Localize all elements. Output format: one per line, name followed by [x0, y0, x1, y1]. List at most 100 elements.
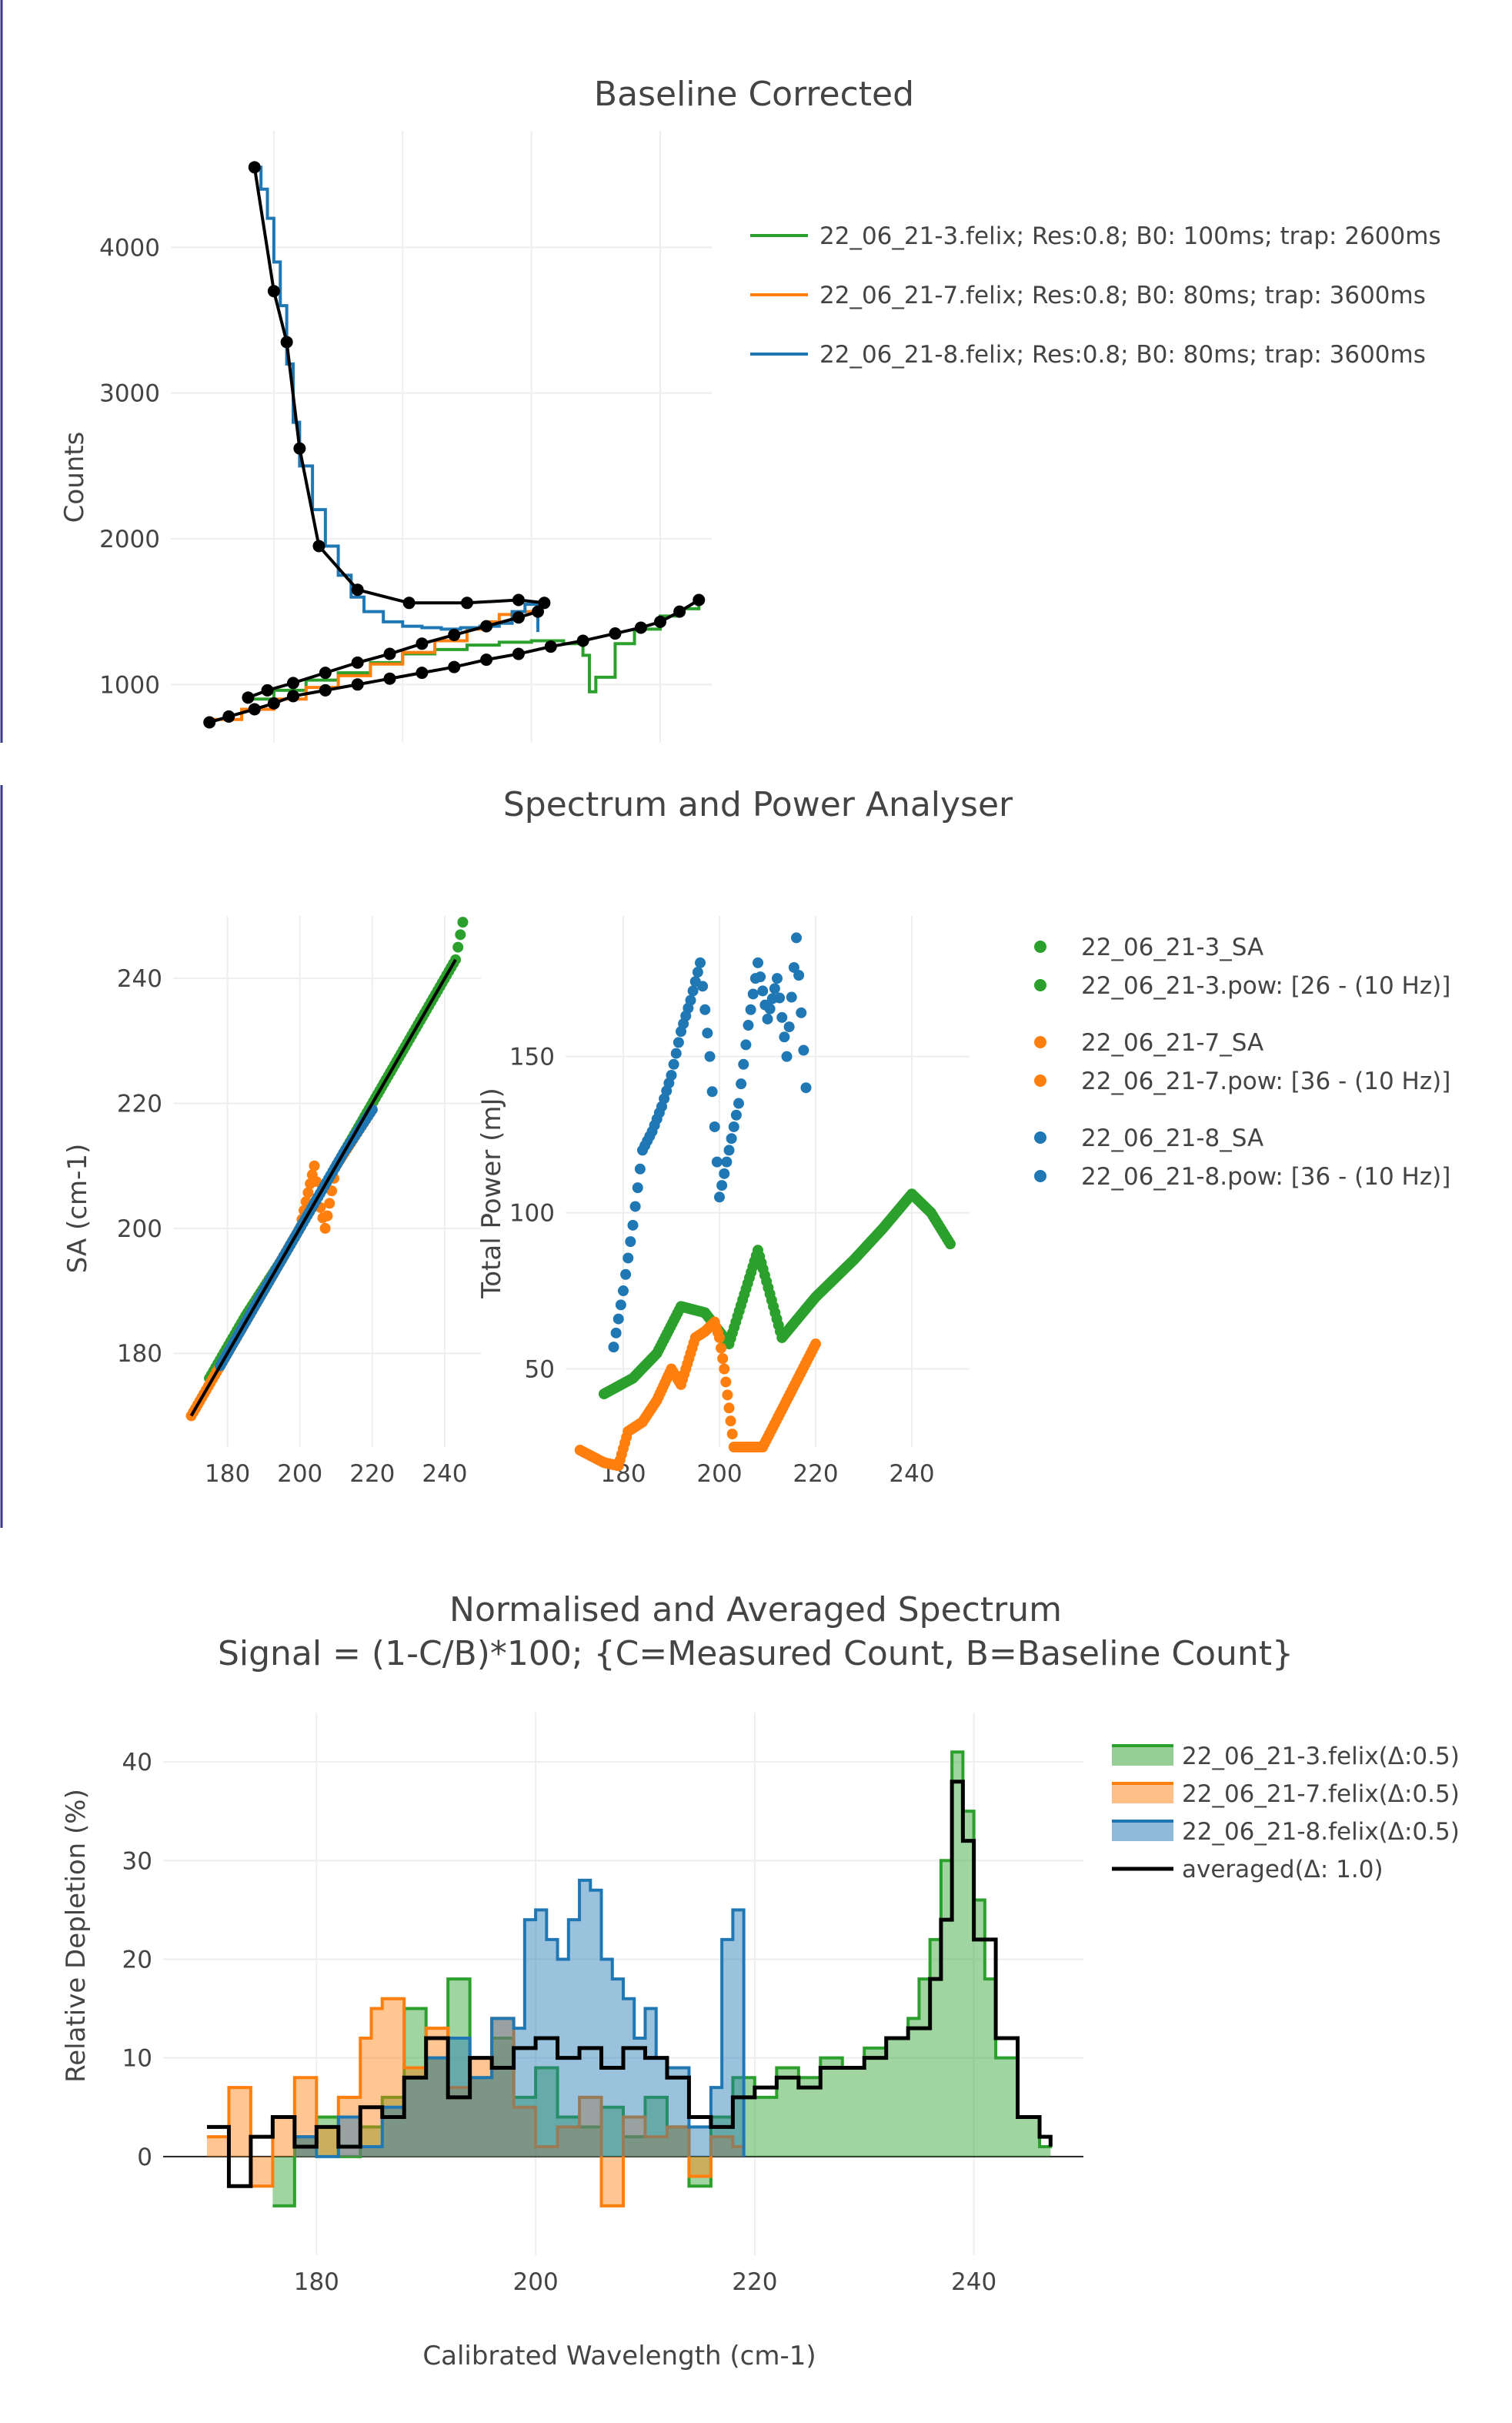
sa-point [457, 917, 469, 928]
sa-point [310, 1176, 322, 1187]
power-point [774, 992, 786, 1004]
x-tick-label: 180 [205, 1460, 250, 1488]
sa-panel-y-label: SA (cm-1) [62, 1144, 93, 1274]
legend-marker [1034, 1131, 1046, 1144]
power-point [726, 1429, 738, 1440]
baseline-point [480, 653, 493, 667]
power-panel-y-label: Total Power (mJ) [476, 1088, 507, 1299]
power-analyser-legend[interactable]: 22_06_21-3_SA 22_06_21-3.pow: [26 - (10 H… [1034, 934, 1450, 1191]
power-point [793, 970, 805, 981]
baseline-chart-y-label: Counts [59, 432, 90, 523]
baseline-point [351, 678, 364, 691]
power-point [757, 985, 769, 997]
power-point [776, 1011, 788, 1023]
power-point [764, 1003, 776, 1014]
y-tick-label: 240 [117, 965, 162, 993]
power-point [755, 971, 766, 983]
baseline-chart-legend[interactable]: 22_06_21-3.felix; Res:0.8; B0: 100ms; tr… [750, 222, 1441, 369]
y-tick-label: 100 [509, 1200, 555, 1228]
sa-point [309, 1160, 320, 1171]
baseline-point [312, 540, 325, 553]
power-point [629, 1201, 641, 1212]
baseline-point [383, 647, 396, 660]
power-point [745, 1004, 756, 1015]
power-point [717, 1353, 729, 1364]
power-point [783, 1021, 795, 1033]
sa-point [455, 929, 466, 941]
sa-point [452, 941, 464, 953]
legend-label: 22_06_21-3.felix; Res:0.8; B0: 100ms; tr… [819, 222, 1441, 250]
averaged-line [206, 1780, 1053, 2188]
x-tick-label: 220 [793, 1460, 838, 1488]
y-tick-label: 1000 [99, 671, 160, 699]
power-point [788, 961, 799, 973]
power-point [699, 1004, 711, 1015]
averaged-spectrum-series [206, 1750, 1053, 2207]
power-point [723, 1145, 735, 1156]
baseline-point [480, 620, 493, 633]
power-point [728, 1121, 739, 1132]
baseline-point [532, 605, 545, 618]
power-point [692, 967, 703, 978]
baseline-point [319, 667, 332, 680]
power-point [622, 1252, 634, 1264]
averaged-spectrum-legend[interactable]: 22_06_21-3.felix(Δ:0.5) 22_06_21-7.felix(… [1112, 1743, 1460, 1883]
baseline-point [448, 628, 461, 641]
baseline-point [673, 605, 686, 618]
power-point [714, 1332, 725, 1343]
power-point [730, 1109, 742, 1121]
baseline-point [544, 640, 557, 653]
y-tick-label: 3000 [99, 380, 160, 408]
y-tick-label: 10 [122, 2045, 152, 2073]
legend-label: 22_06_21-7.felix; Res:0.8; B0: 80ms; tra… [819, 282, 1426, 309]
y-tick-label: 50 [525, 1356, 555, 1384]
baseline-point [287, 677, 300, 690]
x-tick-label: 200 [513, 2268, 559, 2296]
baseline-point [242, 691, 255, 704]
baseline-point [512, 611, 525, 624]
power-point [704, 1051, 716, 1062]
power-point [714, 1191, 725, 1203]
power-point [706, 1086, 718, 1098]
legend-label: 22_06_21-3_SA [1081, 934, 1263, 961]
power-point [666, 1070, 677, 1081]
power-point [670, 1048, 682, 1059]
power-analyser-series [185, 917, 956, 1472]
baseline-point [261, 683, 274, 697]
baseline-point [634, 621, 647, 634]
power-point [632, 1182, 643, 1194]
legend-swatch [1112, 1783, 1173, 1803]
series-area [206, 1998, 744, 2206]
x-tick-label: 200 [696, 1460, 742, 1488]
baseline-point [576, 634, 589, 647]
power-point [769, 983, 780, 994]
power-analyser-chart-title: Spectrum and Power Analyser [503, 785, 1013, 824]
legend-label: averaged(Δ: 1.0) [1182, 1856, 1383, 1883]
power-point [721, 1156, 733, 1168]
power-point [798, 1044, 809, 1056]
baseline-chart-y-ticks: 1000 2000 3000 4000 [99, 234, 160, 699]
power-point [719, 1363, 730, 1375]
baseline-chart-title: Baseline Corrected [594, 75, 914, 114]
baseline-point [203, 716, 216, 729]
legend-label: 22_06_21-3.pow: [26 - (10 Hz)] [1081, 972, 1450, 1000]
baseline-point [351, 656, 364, 669]
baseline-point [512, 593, 525, 607]
y-tick-label: 30 [122, 1847, 152, 1875]
sa-point [302, 1187, 314, 1198]
power-point [711, 1156, 723, 1168]
power-point [762, 1013, 773, 1024]
series-area [272, 1752, 1051, 2206]
power-point [723, 1402, 735, 1414]
baseline-point [693, 593, 706, 607]
y-tick-label: 200 [117, 1215, 162, 1243]
power-point [740, 1039, 752, 1051]
baseline-chart-series [203, 161, 706, 729]
baseline-point [416, 667, 429, 680]
power-point [810, 1338, 821, 1350]
baseline-point [416, 637, 429, 650]
power-point [695, 957, 706, 968]
baseline-point [609, 627, 622, 640]
y-tick-label: 4000 [99, 234, 160, 262]
